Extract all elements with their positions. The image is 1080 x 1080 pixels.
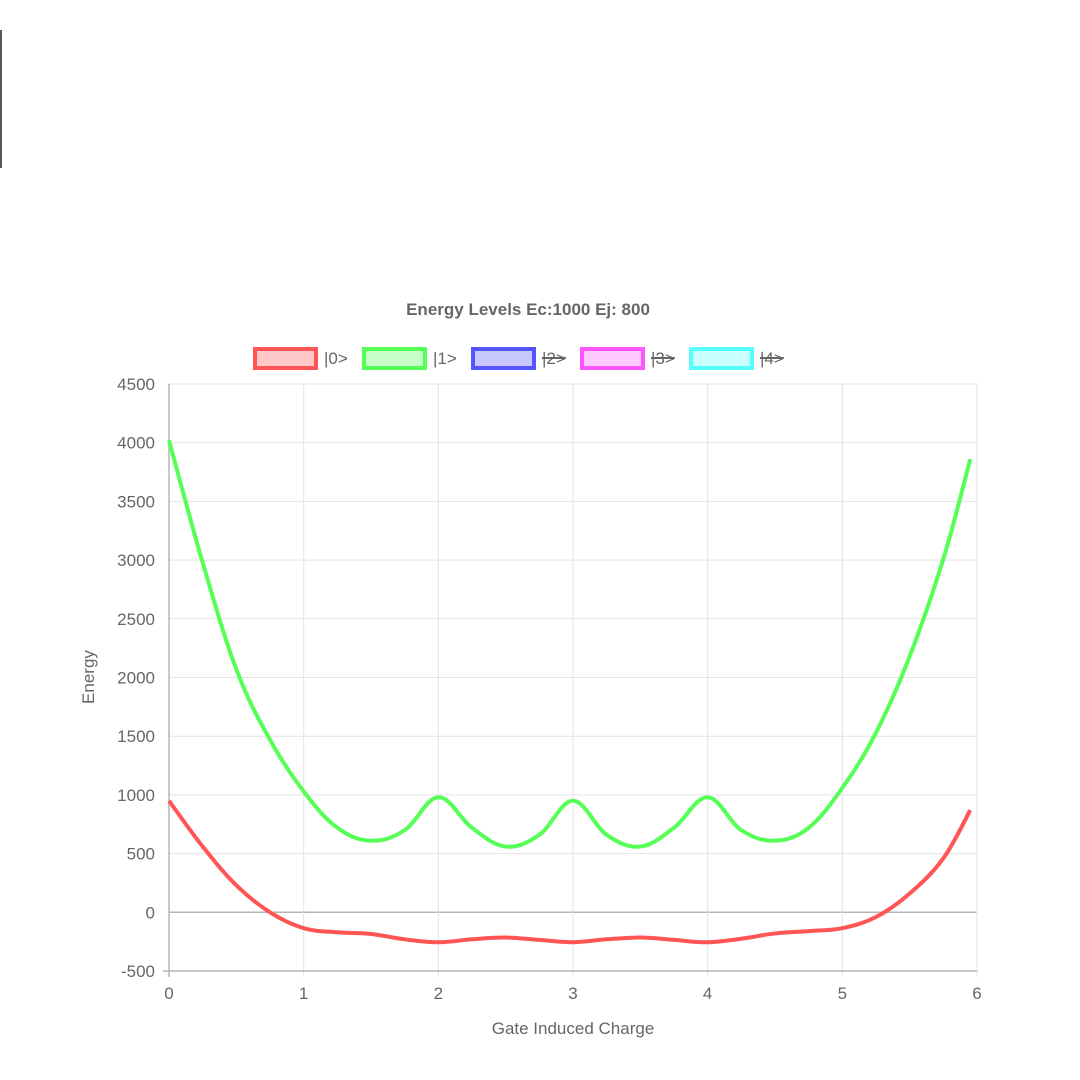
chart-title: Energy Levels Ec:1000 Ej: 800 [406,300,650,319]
series-lines [167,439,973,945]
x-tick-label: 6 [972,984,981,1003]
legend-item-3[interactable]: |3> [580,347,675,370]
x-tick-label: 0 [164,984,173,1003]
legend-swatch [362,347,427,370]
legend-swatch [580,347,645,370]
legend-item-1[interactable]: |1> [362,347,457,370]
legend-swatch [253,347,318,370]
x-tick-label: 2 [434,984,443,1003]
legend-swatch [689,347,754,370]
tick-labels: -500 0 500 1000 1500 2000 2500 3000 3500 4000 4500… [117,375,982,1003]
window-edge-marks [0,30,2,168]
y-tick-label: 3500 [117,492,155,511]
x-tick-label: 3 [568,984,577,1003]
x-axis-label: Gate Induced Charge [492,1019,655,1038]
y-tick-label: 1500 [117,727,155,746]
y-tick-label: 4500 [117,375,155,394]
y-tick-label: 3000 [117,551,155,570]
legend-item-4[interactable]: |4> [689,347,784,370]
chart-legend: |0> |1> |2> |3> |4> [253,347,784,370]
series-line-1 [167,439,973,849]
legend-item-0[interactable]: |0> [253,347,348,370]
y-tick-label: -500 [121,962,155,981]
y-tick-label: 2500 [117,610,155,629]
chart-grid [168,383,978,977]
x-tick-label: 4 [703,984,712,1003]
chart-axes [163,384,977,977]
legend-label: |1> [433,349,457,368]
y-tick-label: 500 [127,845,155,864]
legend-swatch [471,347,536,370]
x-tick-label: 1 [299,984,308,1003]
y-tick-label: 2000 [117,669,155,688]
x-tick-label: 5 [838,984,847,1003]
y-tick-label: 1000 [117,786,155,805]
legend-item-2[interactable]: |2> [471,347,566,370]
y-axis-label: Energy [79,650,98,704]
y-tick-label: 4000 [117,434,155,453]
series-line-0 [167,799,973,945]
y-tick-label: 0 [146,903,155,922]
legend-label: |0> [324,349,348,368]
